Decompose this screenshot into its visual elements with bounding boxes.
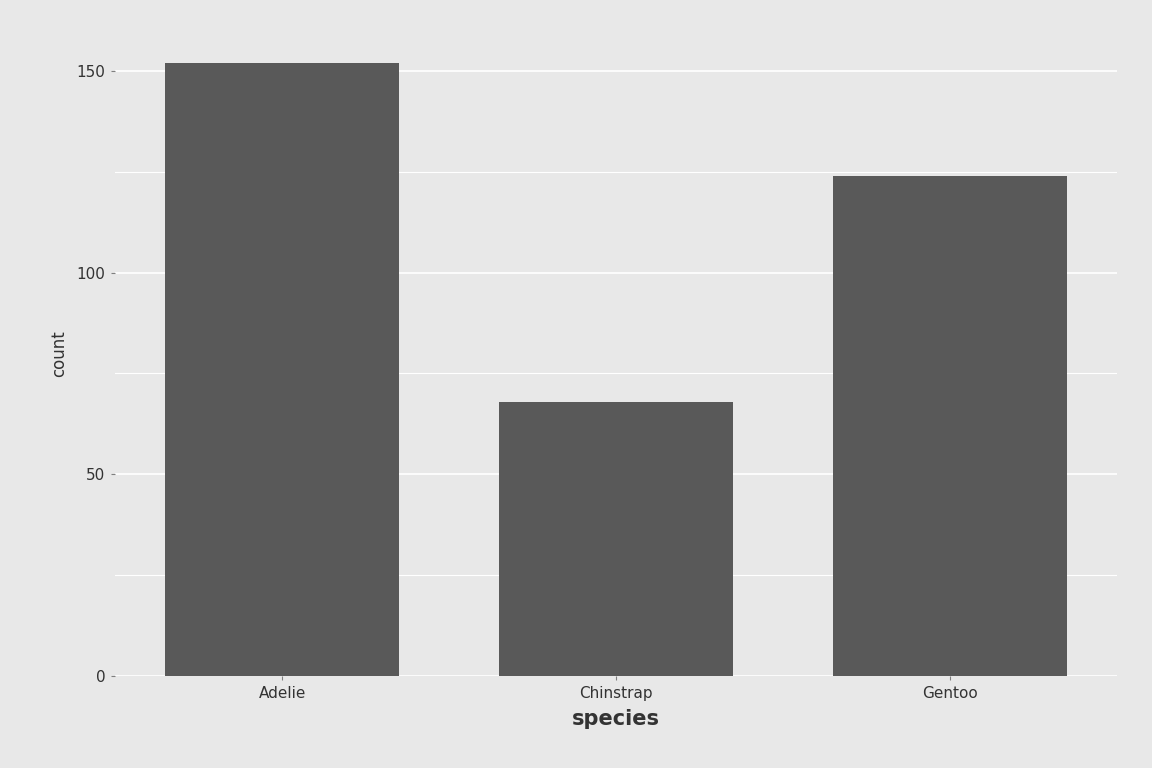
X-axis label: species: species [573, 709, 660, 729]
Bar [500, 402, 733, 676]
Bar [166, 63, 399, 676]
Bar [833, 176, 1067, 676]
Y-axis label: count: count [51, 330, 68, 376]
